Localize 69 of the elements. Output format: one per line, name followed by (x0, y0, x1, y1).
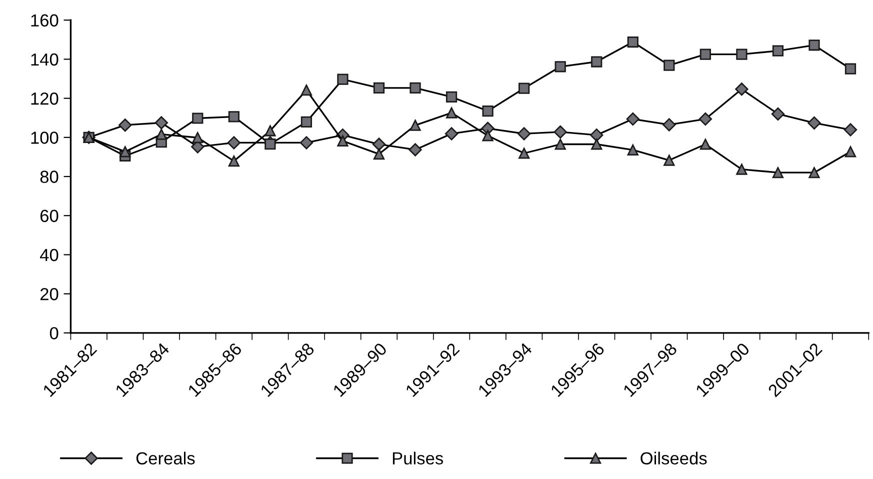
point (591, 56, 602, 68)
y-tick-label: 120 (31, 92, 58, 105)
point (192, 112, 204, 124)
point (627, 144, 638, 156)
point (373, 148, 385, 160)
legend-label: Pulses (392, 452, 444, 464)
point (156, 128, 167, 140)
point (410, 82, 421, 94)
point (337, 74, 348, 85)
point (300, 116, 312, 128)
point (373, 82, 385, 94)
point (735, 82, 748, 96)
point (772, 167, 784, 178)
y-tick-label: 0 (50, 327, 58, 340)
point (627, 36, 638, 48)
y-tick-label: 140 (31, 53, 58, 66)
point (591, 138, 602, 150)
point (554, 138, 566, 150)
point (662, 118, 676, 132)
point (228, 111, 240, 122)
point (844, 63, 856, 74)
point (698, 112, 712, 126)
point (372, 138, 386, 151)
point (664, 60, 675, 71)
point (626, 112, 640, 126)
y-tick-label: 160 (31, 14, 58, 27)
point (700, 138, 711, 150)
point (844, 146, 856, 158)
point (337, 135, 348, 146)
y-tick-label: 20 (40, 288, 58, 300)
legend-label: Cereals (136, 452, 195, 464)
point (408, 143, 422, 156)
point (844, 123, 858, 136)
point (700, 48, 711, 60)
point (300, 84, 312, 96)
point (482, 130, 494, 142)
point (118, 118, 132, 132)
point (228, 156, 240, 167)
point (554, 61, 566, 72)
point (554, 125, 567, 139)
y-tick-label: 80 (40, 170, 58, 183)
point (446, 91, 458, 102)
y-tick-label: 40 (40, 248, 58, 262)
point (664, 154, 675, 166)
point (736, 48, 748, 60)
legend-label: Oilseeds (640, 452, 707, 464)
point (517, 127, 531, 140)
point (590, 128, 604, 142)
point (808, 167, 820, 178)
point (446, 107, 458, 118)
point (771, 107, 785, 121)
point (518, 148, 530, 159)
point (264, 138, 276, 150)
point (154, 116, 168, 130)
point (192, 132, 204, 144)
point (808, 40, 820, 51)
y-tick-label: 60 (40, 210, 58, 222)
point (808, 116, 821, 130)
point (410, 120, 421, 131)
point (772, 45, 784, 56)
point (482, 105, 494, 117)
point (736, 164, 748, 175)
point (264, 125, 276, 136)
point (227, 136, 241, 150)
y-tick-label: 100 (31, 132, 58, 144)
point (444, 127, 458, 140)
point (120, 146, 131, 158)
point (300, 136, 314, 150)
point (518, 82, 530, 94)
